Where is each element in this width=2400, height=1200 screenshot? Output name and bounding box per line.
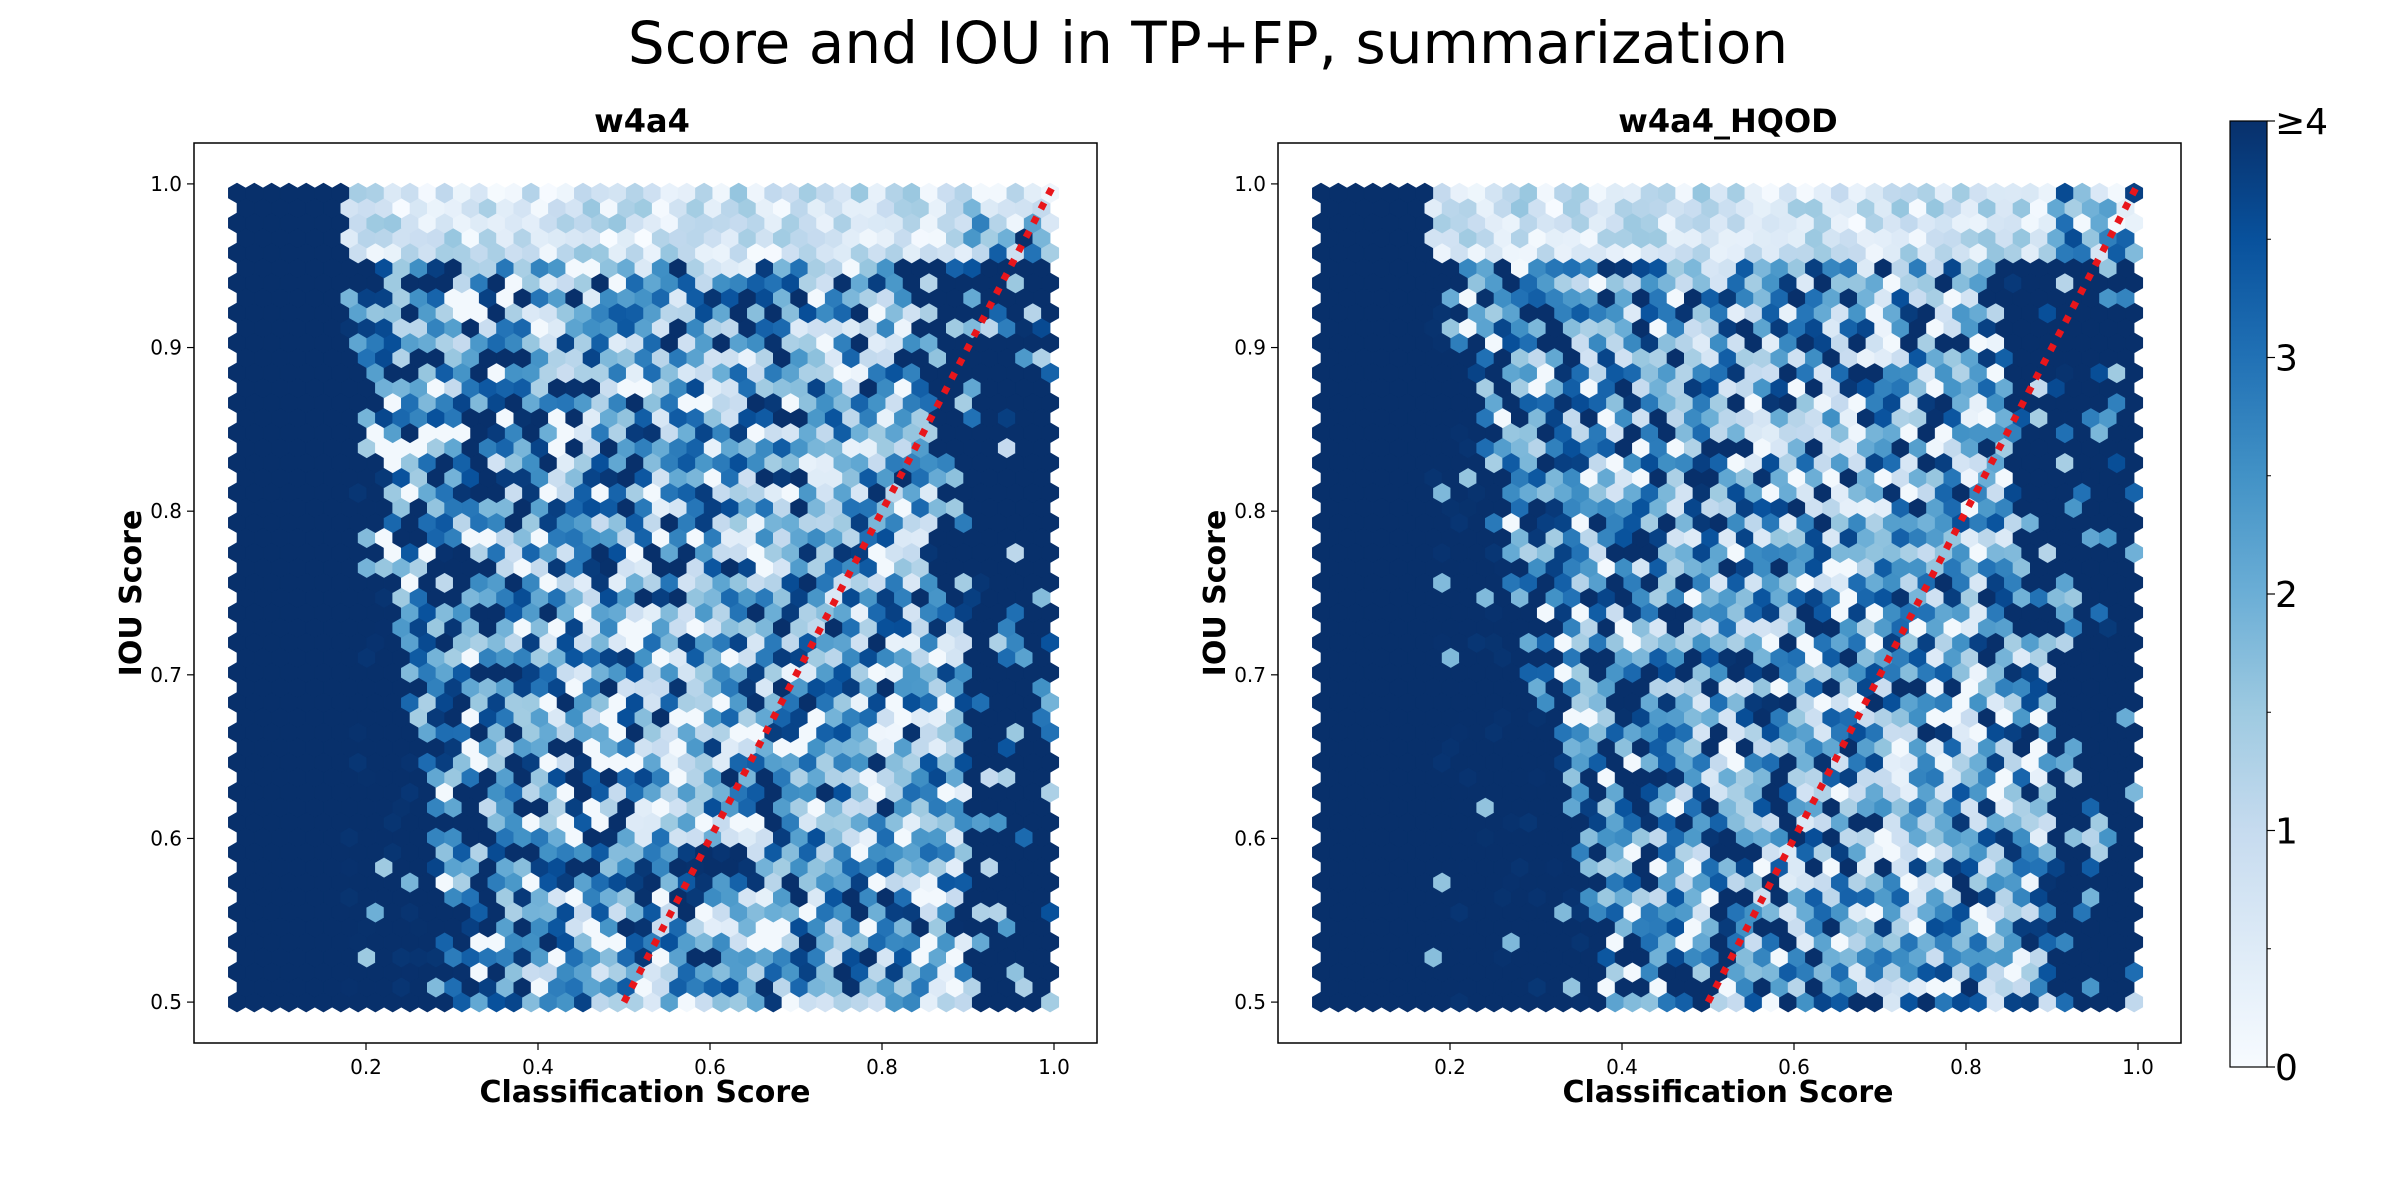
y-tick-label: 0.5 — [150, 990, 182, 1014]
x-tick-label: 0.2 — [350, 1055, 382, 1079]
x-axis: 0.2 0.4 0.6 0.8 1.0 — [350, 1043, 1070, 1079]
hexbin-layer — [228, 182, 1060, 1013]
figure-title: Score and IOU in TP+FP, summarization — [628, 9, 1788, 77]
y-tick-label: 0.8 — [150, 499, 182, 523]
x-axis-label: Classification Score — [480, 1075, 811, 1110]
x-tick-label: 0.8 — [866, 1055, 898, 1079]
hexbin-layer — [1312, 182, 2144, 1013]
y-axis-label: IOU Score — [114, 510, 149, 677]
panel-title: w4a4_HQOD — [1618, 102, 1837, 140]
panel-w4a4-hqod: w4a4_HQOD 0.2 0.4 0.6 0.8 1.0 0.50.60.70.80.… — [1198, 102, 2182, 1110]
y-axis: 0.5 0.6 0.7 0.8 0.9 1.0 — [150, 172, 194, 1014]
y-tick-label: 1.0 — [150, 172, 182, 196]
y-tick-label: 0.6 — [150, 826, 182, 850]
y-tick-label: 0.9 — [150, 336, 182, 360]
panel-title: w4a4 — [594, 102, 690, 140]
y-tick-label: 0.7 — [150, 663, 182, 687]
x-tick-label: 1.0 — [1038, 1055, 1070, 1079]
panel-w4a4: w4a4 0.2 0.4 0.6 0.8 1.0 0.50.60.70.80.91.0 … — [114, 102, 1098, 1110]
